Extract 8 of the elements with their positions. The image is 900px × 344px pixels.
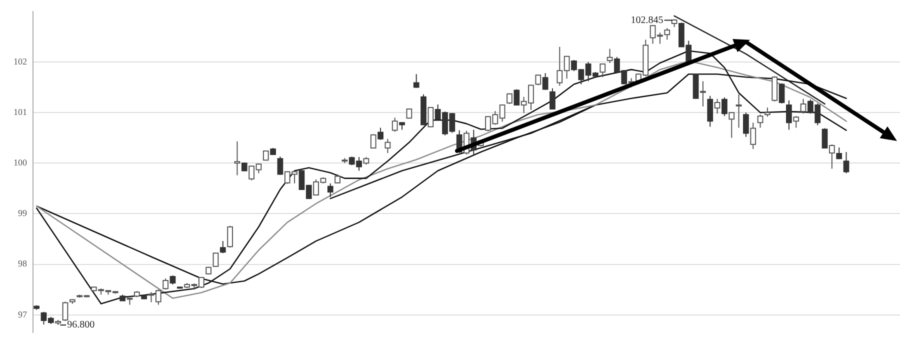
- y-tick-label: 102: [14, 56, 27, 66]
- y-tick-label: 100: [14, 158, 28, 168]
- y-tick-label: 101: [14, 106, 27, 117]
- y-tick-label: 99: [18, 208, 28, 218]
- y-tick-label: 97: [18, 309, 28, 320]
- annotation: 102.845: [630, 14, 664, 26]
- annotation: 96.800: [67, 320, 95, 331]
- y-tick-label: 98: [18, 258, 28, 269]
